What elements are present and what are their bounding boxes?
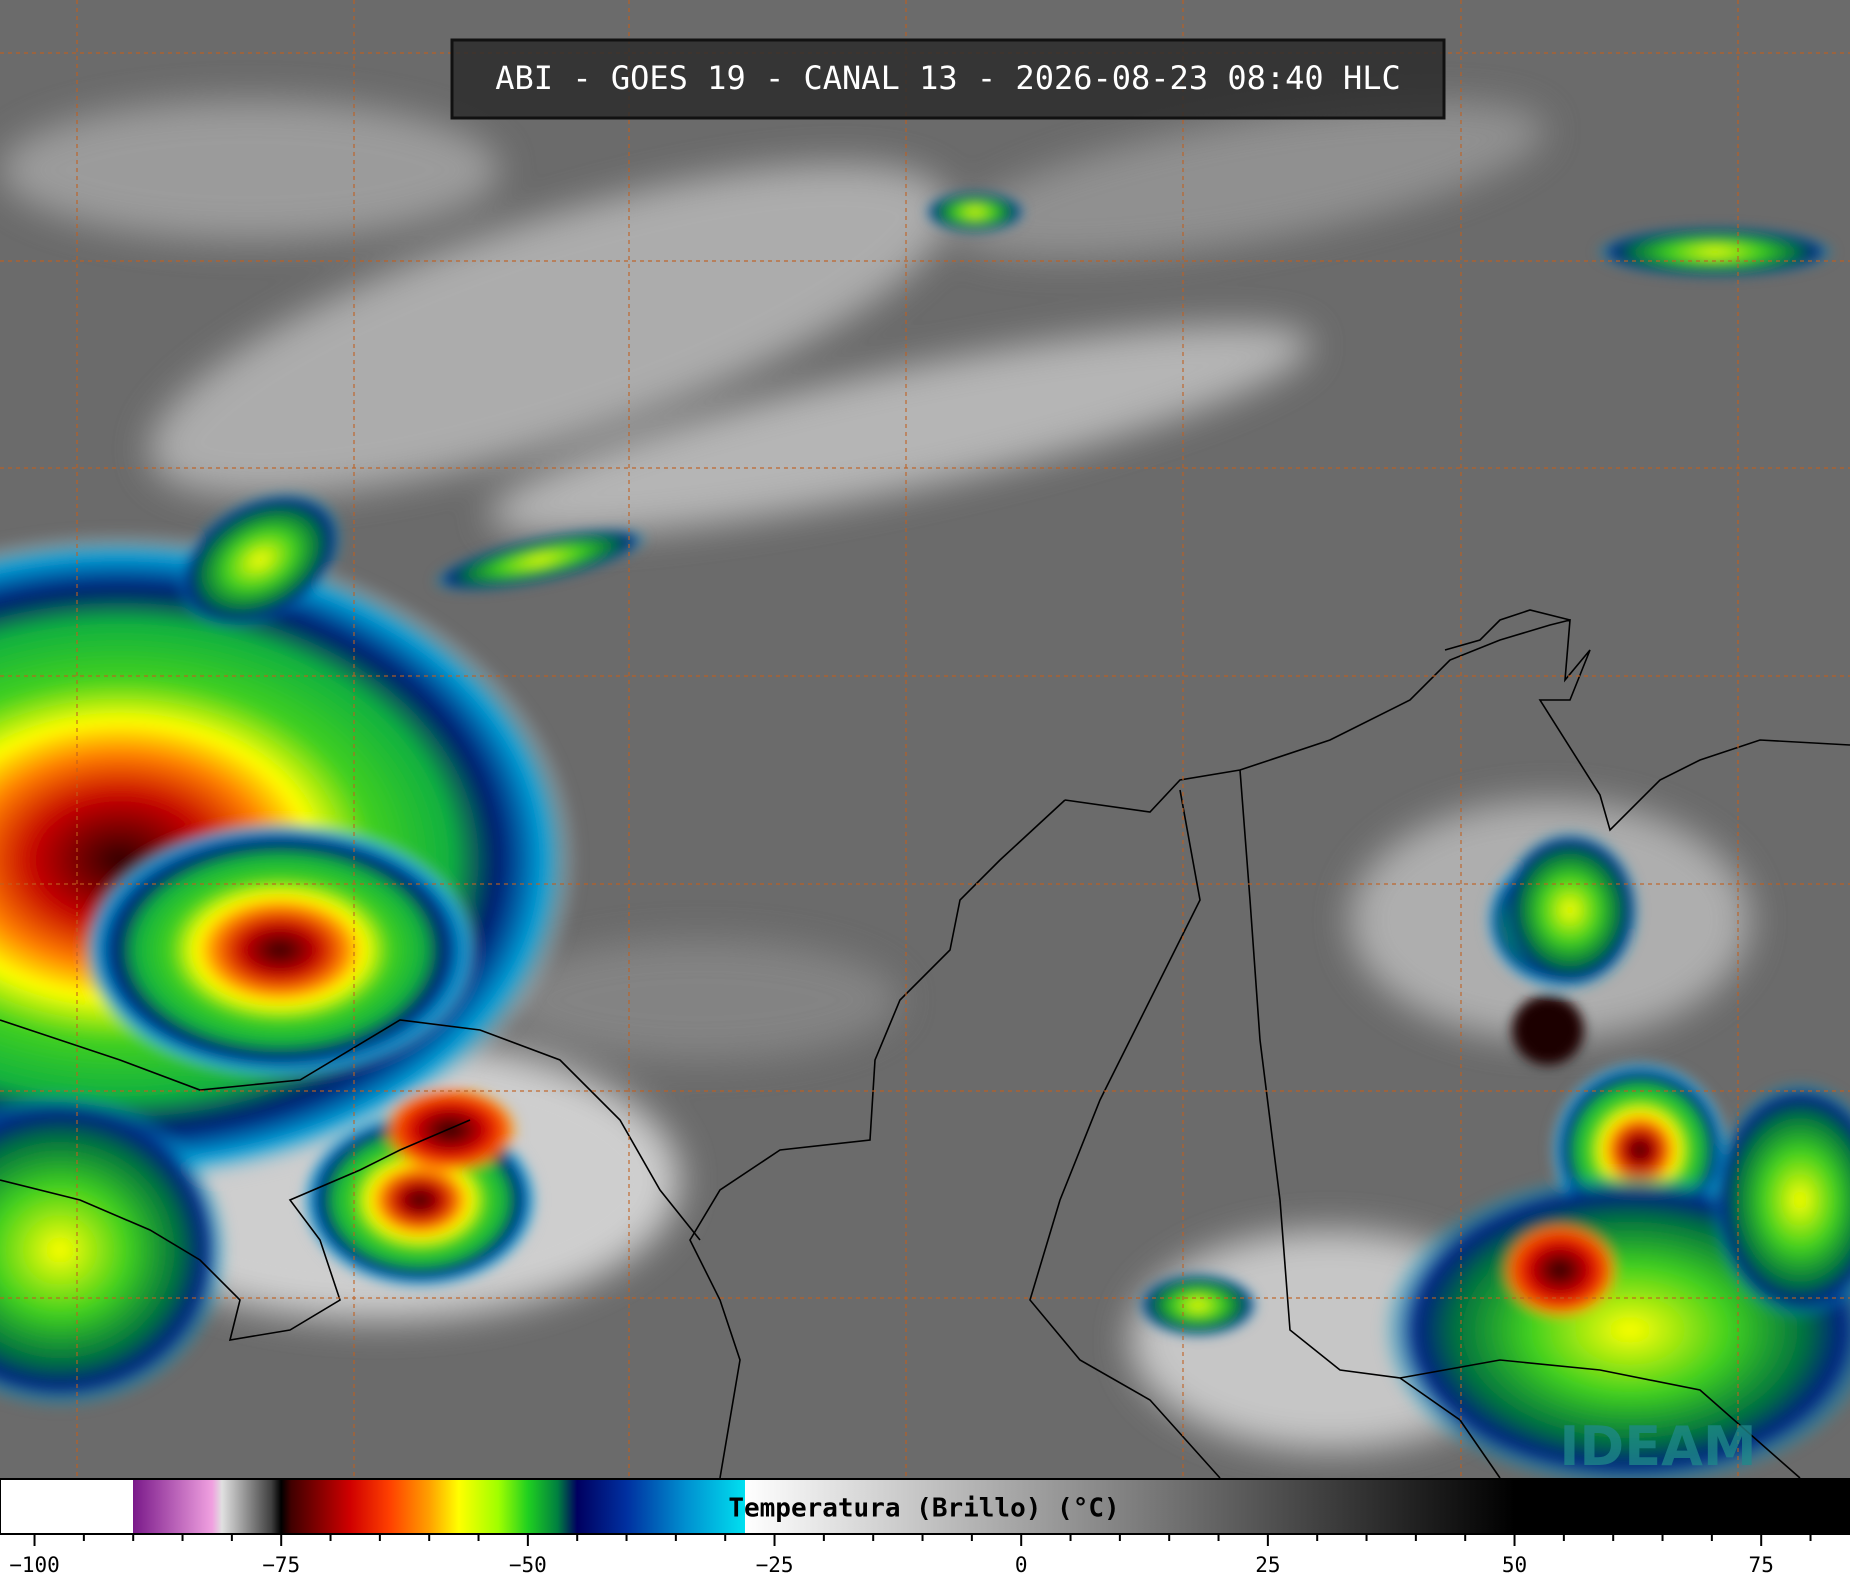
map-layer <box>0 0 1850 1490</box>
coastlines <box>0 609 1850 1479</box>
tick-label: 0 <box>1015 1553 1028 1577</box>
tick-label: −25 <box>756 1553 794 1577</box>
tick-label: −100 <box>9 1553 60 1577</box>
tick-label: 50 <box>1502 1553 1527 1577</box>
tick-label: 75 <box>1749 1553 1774 1577</box>
graticule <box>0 0 1850 1478</box>
tick-label: 25 <box>1255 1553 1280 1577</box>
colorbar: Temperatura (Brillo) (°C) −100 −75 −50 −25 0… <box>0 1478 1850 1577</box>
colorbar-label: Temperatura (Brillo) (°C) <box>728 1494 1119 1524</box>
convection <box>0 192 1850 1490</box>
title: ABI - GOES 19 - CANAL 13 - 2026-08-23 08… <box>495 59 1400 97</box>
tick-label: −75 <box>262 1553 300 1577</box>
title-panel <box>450 38 1446 120</box>
title-box: ABI - GOES 19 - CANAL 13 - 2026-08-23 08… <box>450 38 1446 120</box>
tick-label: −50 <box>509 1553 547 1577</box>
colorbar-fill <box>0 1478 1850 1535</box>
logo: IDEAM <box>1559 1415 1756 1478</box>
